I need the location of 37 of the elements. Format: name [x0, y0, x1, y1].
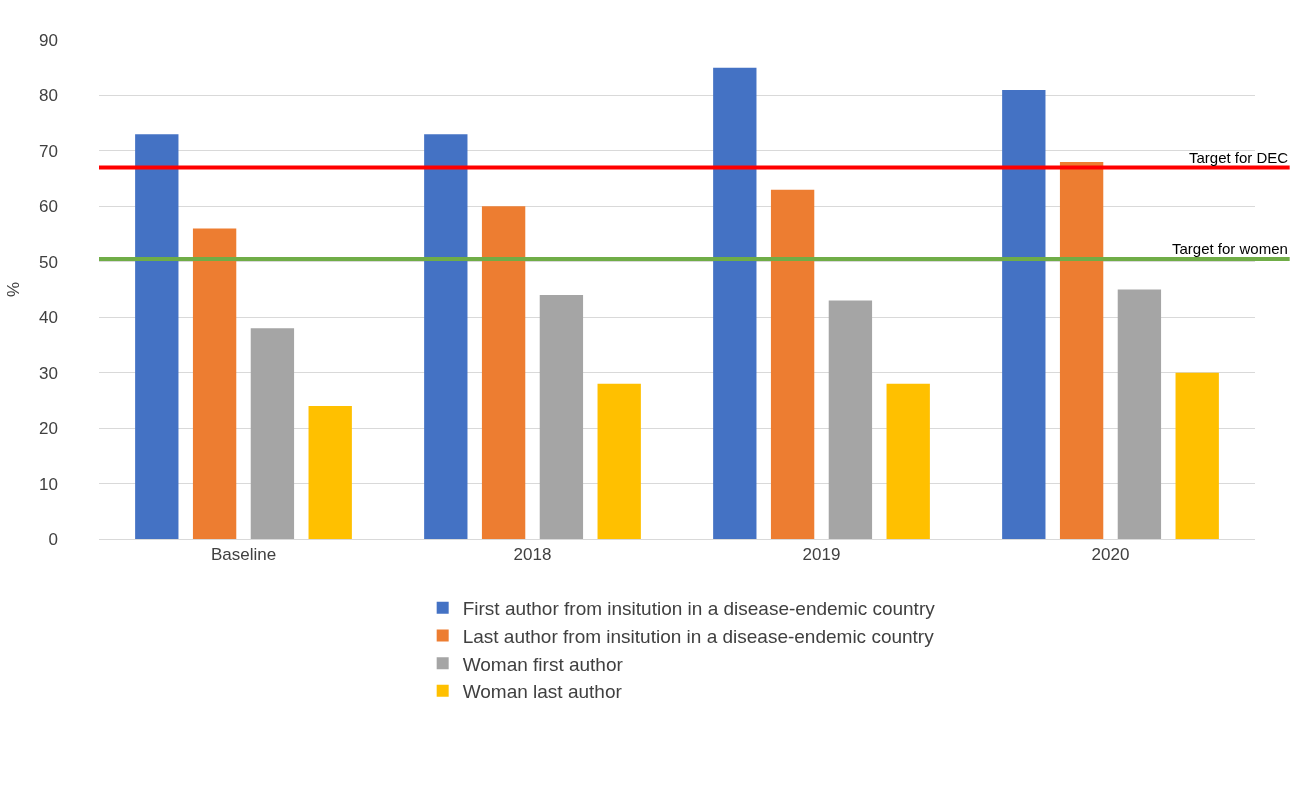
y-tick-label: 30: [39, 363, 58, 383]
bar: [135, 134, 179, 539]
bar: [481, 206, 526, 539]
ref-line-label: Target for women: [1172, 240, 1288, 257]
bar: [539, 295, 584, 539]
y-tick-label: 0: [48, 529, 58, 549]
bar: [250, 328, 295, 539]
y-tick-label: 20: [39, 419, 58, 439]
bar: [770, 189, 815, 539]
y-tick-label: 10: [39, 474, 58, 494]
bar: [192, 228, 237, 539]
x-tick-label: 2019: [802, 545, 841, 565]
legend-label: Woman first author: [462, 653, 624, 675]
y-tick-label: 70: [39, 141, 58, 161]
bar: [597, 383, 641, 539]
x-tick-label: 2020: [1091, 545, 1130, 565]
legend-label: First author from insitution in a disease-endemic country: [462, 598, 936, 620]
bar: [1117, 289, 1162, 539]
bar: [424, 134, 468, 539]
legend-label: Last author from insitution in a disease-endemic country: [462, 625, 935, 647]
x-tick-label: 2018: [513, 545, 552, 565]
y-tick-label: 60: [39, 197, 58, 217]
y-tick-label: 40: [39, 308, 58, 328]
bar: [1175, 372, 1219, 539]
x-tick-label: Baseline: [210, 545, 277, 565]
y-axis-title: %: [3, 281, 23, 298]
y-tick-label: 90: [39, 30, 58, 50]
bar: [828, 300, 873, 539]
legend-label: Woman last author: [462, 681, 623, 703]
bar: [886, 383, 930, 539]
bar: [1059, 161, 1104, 539]
y-tick-label: 80: [39, 86, 58, 106]
bar: [1002, 89, 1046, 539]
bar: [308, 405, 352, 539]
bar: [713, 67, 757, 539]
ref-line-label: Target for DEC: [1189, 149, 1289, 166]
y-tick-label: 50: [39, 252, 58, 272]
